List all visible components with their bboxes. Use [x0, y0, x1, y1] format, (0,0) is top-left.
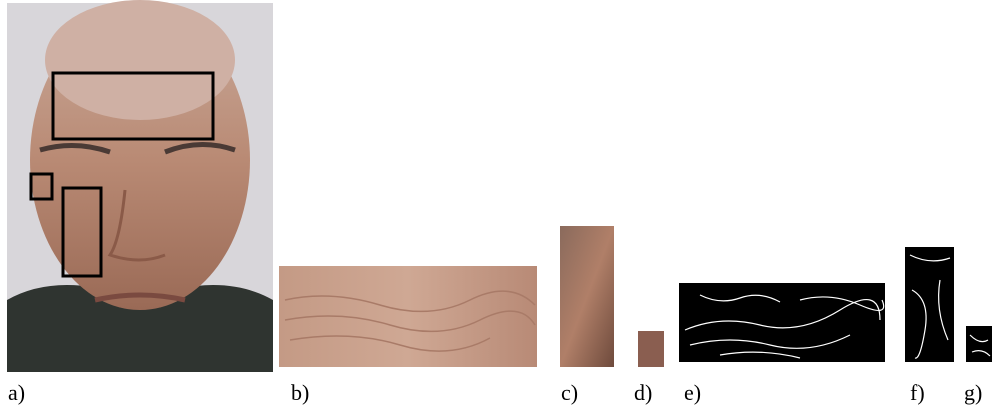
panel-label: e)	[684, 380, 701, 405]
panel-label: a)	[8, 380, 25, 405]
forehead-edges	[679, 283, 885, 362]
eye-corner-edges	[966, 326, 992, 362]
figure: a) b) c) d) e) f) g)	[0, 0, 992, 412]
cheek-crop	[560, 226, 614, 367]
face-photo	[7, 0, 273, 372]
eye-corner-crop	[638, 331, 664, 367]
panel-label: f)	[910, 380, 925, 405]
panel-label: g)	[964, 380, 982, 405]
panel-label: d)	[634, 380, 652, 405]
cheek-edges	[905, 247, 954, 362]
panel-label: b)	[291, 380, 309, 405]
panel-label: c)	[561, 380, 578, 405]
forehead-crop	[279, 266, 537, 367]
